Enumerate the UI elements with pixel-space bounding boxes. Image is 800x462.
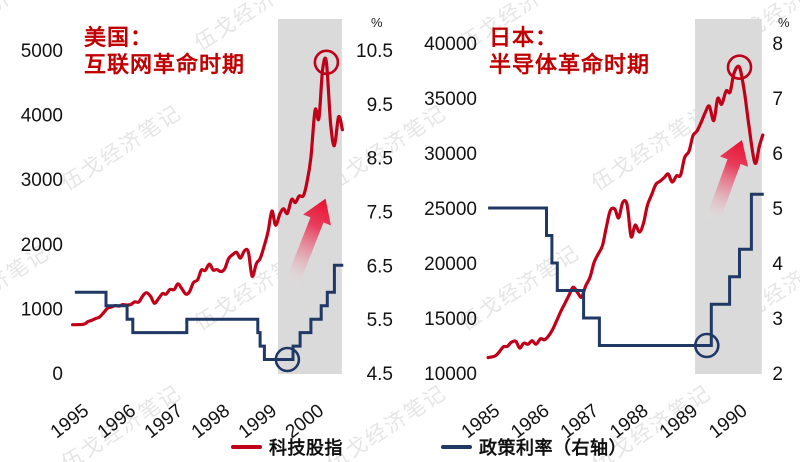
jp-tech-index-line <box>486 64 765 360</box>
us-right-axis-label: 7.5 <box>367 203 393 224</box>
jp-left-axis-label: 40000 <box>424 34 477 55</box>
us-left-axis-label: 1000 <box>21 299 63 320</box>
us-policy-rate-line <box>74 263 344 361</box>
us-right-axis-label: 10.5 <box>356 41 393 62</box>
policy-rate-line-swatch <box>441 445 472 449</box>
jp-trough-circle-annotation <box>693 332 720 359</box>
us-trough-circle-annotation <box>274 346 301 373</box>
jp-right-axis-unit: % <box>778 15 790 30</box>
jp-right-axis-label: 3 <box>772 309 783 330</box>
jp-right-axis-label: 4 <box>772 254 783 275</box>
us-right-axis-label: 5.5 <box>367 310 393 331</box>
us-left-axis-label: 3000 <box>21 170 63 191</box>
us-peak-circle-annotation <box>313 49 340 76</box>
us-chart-title: 美国： 互联网革命时期 <box>84 24 245 78</box>
jp-surge-arrow <box>704 140 749 228</box>
jp-left-axis-label: 15000 <box>424 309 477 330</box>
jp-left-axis-label: 10000 <box>424 364 477 385</box>
jp-left-axis-label: 30000 <box>424 144 477 165</box>
policy-rate-label: 政策利率（右轴） <box>479 438 627 458</box>
us-right-axis-label: 4.5 <box>367 364 393 385</box>
jp-chart-title: 日本： 半导体革命时期 <box>489 24 650 78</box>
jp-right-axis-label: 5 <box>772 199 783 220</box>
us-right-axis-label: 6.5 <box>367 256 393 277</box>
jp-chart: 10000 15000 20000 25000 30000 35000 40000 2 3 4 5 6… <box>424 15 790 443</box>
legend: 科技股指 政策利率（右轴） <box>58 434 800 460</box>
jp-right-axis-label: 6 <box>772 144 783 165</box>
us-left-axis-label: 5000 <box>21 41 63 62</box>
jp-right-axis-label: 2 <box>772 364 783 385</box>
jp-title-line2: 半导体革命时期 <box>489 52 651 77</box>
us-surge-arrow <box>283 198 331 292</box>
jp-left-axis-label: 20000 <box>424 254 477 275</box>
us-title-line2: 互联网革命时期 <box>84 52 246 77</box>
jp-peak-circle-annotation <box>726 54 753 80</box>
jp-right-axis-label: 8 <box>772 34 783 55</box>
tech-index-label: 科技股指 <box>269 438 343 458</box>
us-left-axis-label: 2000 <box>21 235 63 256</box>
us-left-axis-label: 4000 <box>21 106 63 127</box>
us-right-axis-label: 9.5 <box>367 95 393 116</box>
jp-policy-rate-line <box>488 192 764 347</box>
us-right-axis-unit: % <box>371 15 383 30</box>
us-right-axis-label: 8.5 <box>367 149 393 170</box>
us-chart: 0 1000 2000 3000 4000 5000 4.5 5.5 6.5 7.5 8.5 9.5 1… <box>21 15 393 443</box>
legend-item-tech-index: 科技股指 <box>231 434 343 460</box>
jp-right-axis-label: 7 <box>772 89 783 110</box>
jp-left-axis-label: 25000 <box>424 199 477 220</box>
jp-left-axis-label: 35000 <box>424 89 477 110</box>
us-title-line1: 美国： <box>84 25 154 50</box>
us-highlight-band <box>278 19 342 374</box>
jp-title-line1: 日本： <box>489 25 559 50</box>
legend-item-policy-rate: 政策利率（右轴） <box>441 434 627 460</box>
tech-index-line-swatch <box>231 445 262 449</box>
us-left-axis-label: 0 <box>52 364 63 385</box>
